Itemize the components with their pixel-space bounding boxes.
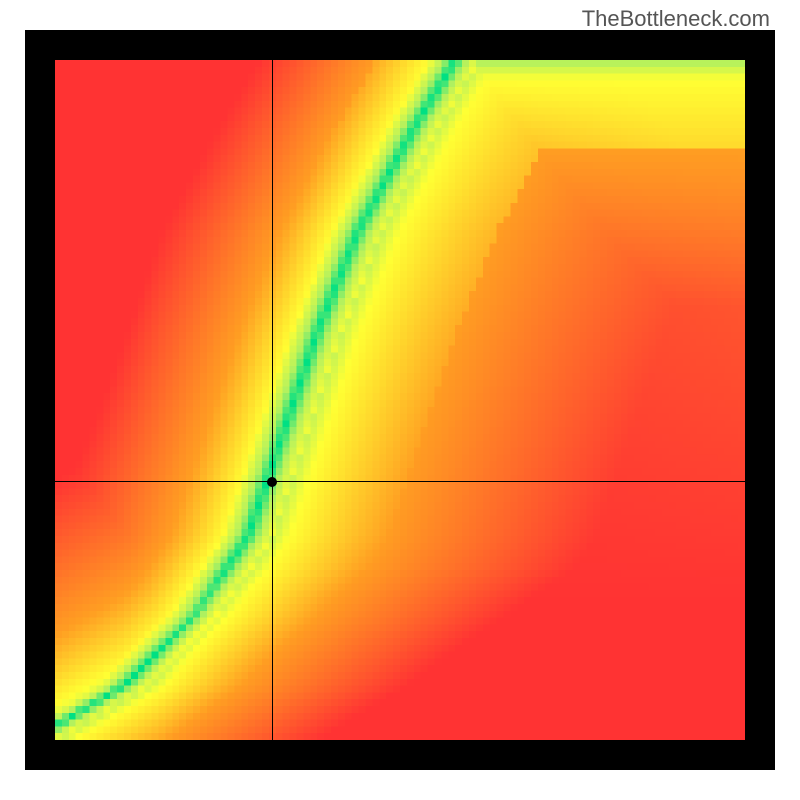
heatmap-canvas [55, 60, 745, 740]
root-container: TheBottleneck.com [0, 0, 800, 800]
plot-frame [25, 30, 775, 770]
plot-area [55, 60, 745, 740]
crosshair-marker [267, 477, 277, 487]
crosshair-horizontal [55, 481, 745, 482]
crosshair-vertical [272, 60, 273, 740]
watermark-text: TheBottleneck.com [582, 6, 770, 32]
